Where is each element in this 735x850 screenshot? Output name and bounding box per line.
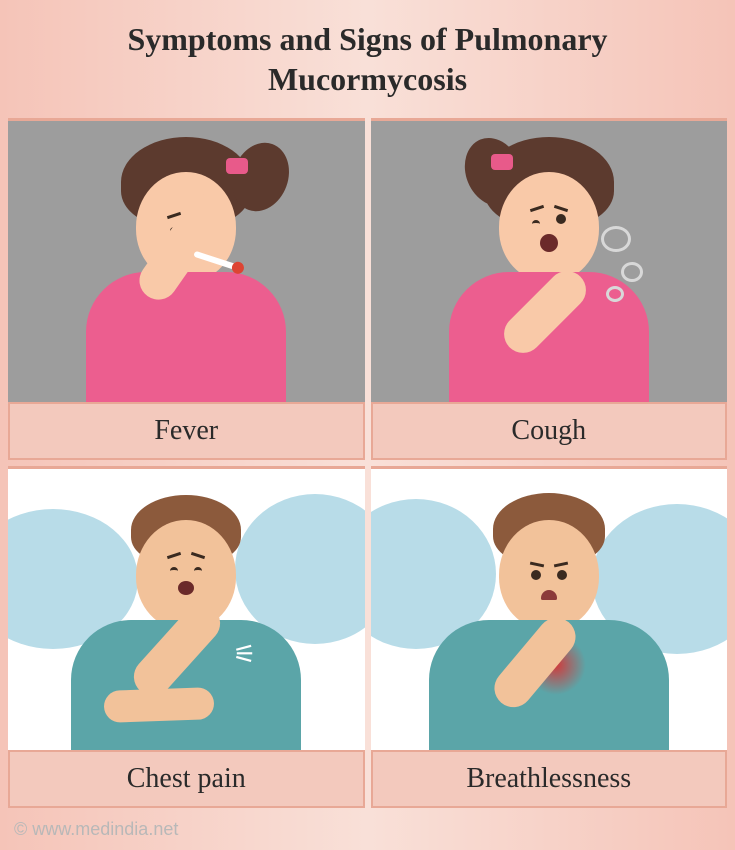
hair-bow-icon — [491, 154, 513, 170]
face-worried — [523, 556, 575, 600]
header: Symptoms and Signs of Pulmonary Mucormyc… — [0, 0, 735, 118]
cough-puff-icon — [601, 226, 631, 252]
illustration-cough — [371, 118, 728, 402]
panel-fever: ༄༄༄ Fever — [8, 118, 365, 460]
panel-chest-pain: ⚟ Chest pain — [8, 466, 365, 808]
hair-bow-icon — [226, 158, 248, 174]
cough-puff-icon — [621, 262, 643, 282]
torso — [86, 272, 286, 402]
panel-breathlessness: Breathlessness — [371, 466, 728, 808]
face-pain — [162, 547, 210, 595]
label-breathlessness: Breathlessness — [371, 750, 728, 808]
label-cough: Cough — [371, 402, 728, 460]
arm-across — [103, 687, 214, 723]
page-title: Symptoms and Signs of Pulmonary Mucormyc… — [40, 19, 695, 99]
face-cough — [524, 200, 574, 252]
label-fever: Fever — [8, 402, 365, 460]
illustration-fever: ༄༄༄ — [8, 118, 365, 402]
symptom-grid: ༄༄༄ Fever — [0, 118, 735, 808]
illustration-chest-pain: ⚟ — [8, 466, 365, 750]
cough-puff-icon — [606, 286, 624, 302]
footer-credit: © www.medindia.net — [0, 808, 735, 850]
label-chest-pain: Chest pain — [8, 750, 365, 808]
panel-cough: Cough — [371, 118, 728, 460]
illustration-breathlessness — [371, 466, 728, 750]
pain-lines-icon: ⚟ — [233, 640, 254, 670]
